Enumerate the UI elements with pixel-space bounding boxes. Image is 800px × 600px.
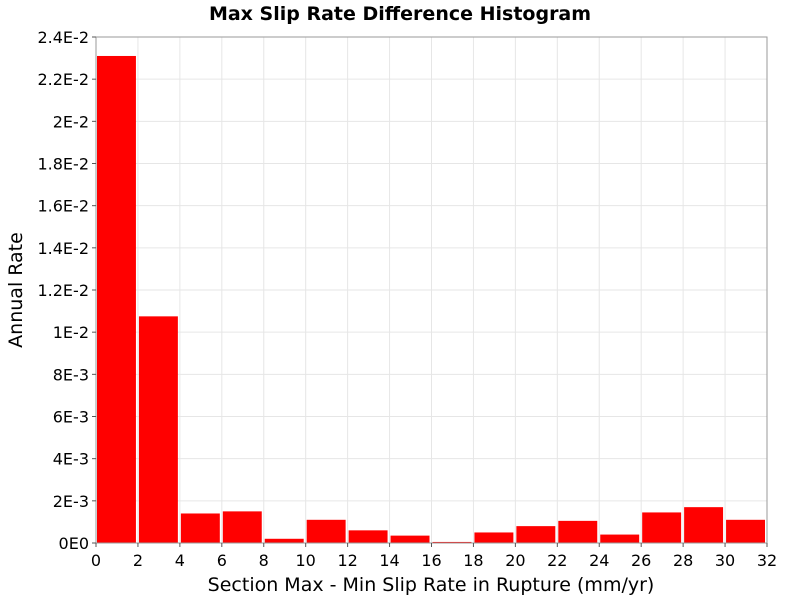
grid-lines	[95, 36, 768, 544]
x-tick-label: 20	[505, 551, 525, 570]
x-axis-label: Section Max - Min Slip Rate in Rupture (…	[208, 574, 655, 596]
y-tick-label: 1.8E-2	[37, 155, 89, 174]
histogram-bar	[558, 520, 598, 543]
x-tick-label: 10	[296, 551, 316, 570]
x-tick-label: 24	[589, 551, 609, 570]
x-tick-label: 28	[673, 551, 693, 570]
x-tick-label: 8	[259, 551, 269, 570]
x-tick-label: 0	[91, 551, 101, 570]
x-tick-label: 32	[757, 551, 777, 570]
chart-title: Max Slip Rate Difference Histogram	[209, 3, 591, 25]
x-tick-label: 4	[175, 551, 185, 570]
x-tick-label: 16	[421, 551, 441, 570]
histogram-bar	[348, 530, 388, 543]
y-tick-label: 1.6E-2	[37, 197, 89, 216]
histogram-bar	[222, 511, 262, 543]
histogram-bar	[390, 535, 430, 543]
y-tick-label: 4E-3	[53, 450, 89, 469]
y-tick-label: 2.4E-2	[37, 28, 89, 47]
x-tick-label: 6	[217, 551, 227, 570]
x-tick-label: 14	[379, 551, 399, 570]
y-axis-label: Annual Rate	[5, 232, 27, 348]
histogram-bar	[138, 316, 178, 543]
histogram-bar	[474, 532, 514, 543]
axis-ticks	[92, 36, 768, 547]
histogram-bar	[516, 526, 556, 543]
histogram-bar	[306, 519, 346, 543]
histogram-bar	[432, 541, 472, 543]
y-tick-label: 2E-3	[53, 492, 89, 511]
y-tick-label: 2.2E-2	[37, 70, 89, 89]
y-tick-label: 0E0	[59, 534, 89, 553]
histogram-bar	[600, 534, 640, 543]
x-tick-label: 18	[463, 551, 483, 570]
y-tick-label: 1.4E-2	[37, 239, 89, 258]
histogram-bar	[180, 513, 220, 543]
histogram-bar	[642, 512, 682, 543]
x-tick-labels: 0 2 4 6 8 10 12 14 16 18 20 22 24 26 28 30 32	[91, 551, 777, 570]
x-tick-label: 30	[715, 551, 735, 570]
y-tick-label: 6E-3	[53, 408, 89, 427]
y-tick-label: 1E-2	[53, 323, 89, 342]
x-tick-label: 26	[631, 551, 651, 570]
y-tick-labels: 0E0 2E-3 4E-3 6E-3 8E-3 1E-2 1.2E-2 1.4E-2 1.6E-…	[37, 28, 89, 553]
y-tick-label: 8E-3	[53, 365, 89, 384]
x-tick-label: 12	[337, 551, 357, 570]
x-tick-label: 22	[547, 551, 567, 570]
histogram-bar	[264, 538, 304, 543]
bars	[97, 55, 765, 543]
histogram-bar	[684, 507, 724, 543]
x-tick-label: 2	[133, 551, 143, 570]
y-tick-label: 1.2E-2	[37, 281, 89, 300]
y-tick-label: 2E-2	[53, 112, 89, 131]
histogram-bar	[726, 519, 765, 543]
histogram-bar	[97, 55, 136, 543]
